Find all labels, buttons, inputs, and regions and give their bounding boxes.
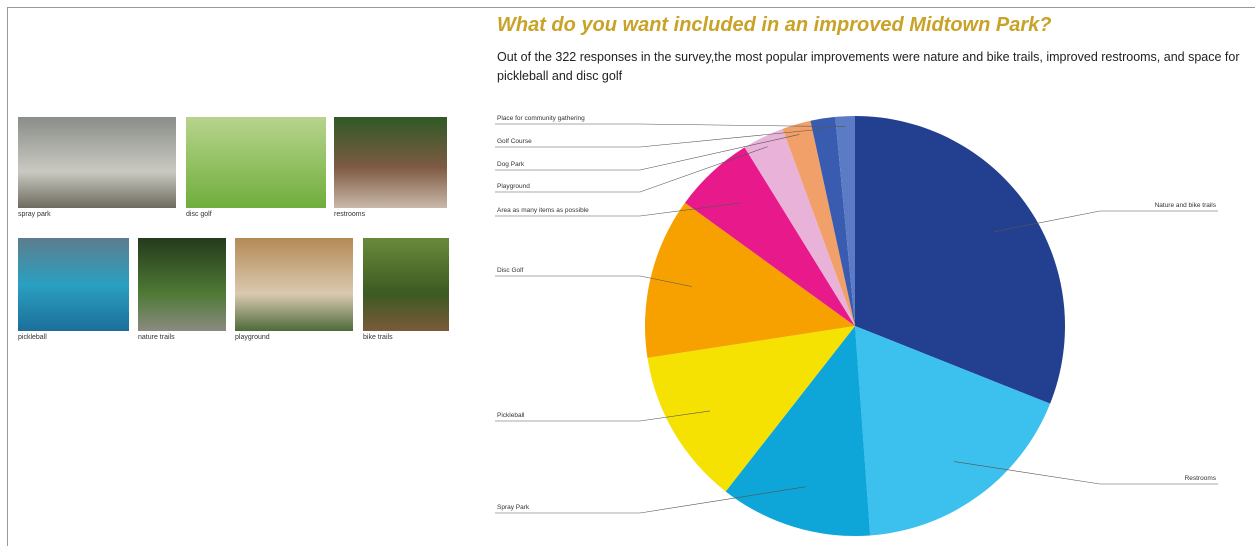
slice-label: Nature and bike trails [1155,202,1217,209]
pie-slice [645,202,855,358]
leader-line [495,410,711,422]
frame [7,7,1255,546]
photo-caption: disc golf [186,211,212,218]
pie-slice [835,116,855,326]
leader-line [495,486,807,514]
slice-label: Area as many items as possible [497,207,589,214]
photo: disc golf [186,117,326,218]
photo: bike trails [363,238,449,341]
leader-line [495,146,768,193]
pie-slice [647,326,855,492]
pie-slice [725,326,871,536]
photo-caption: bike trails [363,334,393,341]
photo-caption: restrooms [334,211,366,218]
chart-subtitle: Out of the 322 responses in the survey,t… [497,50,1240,83]
photo-caption: playground [235,334,270,341]
leader-line [954,461,1218,485]
leader-line [993,210,1218,232]
slice-label: Playground [497,183,530,190]
pie-slice [855,326,1051,536]
pie-slice [855,116,1065,404]
slice-label: Dog Park [497,161,525,168]
photo-caption: pickleball [18,334,47,341]
photo-caption: nature trails [138,334,175,341]
slice-label: Spray Park [497,504,530,511]
leader-line [495,275,692,287]
slice-label: Pickleball [497,412,525,419]
leader-line [495,134,800,171]
slice-label: Disc Golf [497,267,524,274]
slice-label: Golf Course [497,138,532,145]
pie-slice [782,120,855,326]
leader-line [495,123,846,128]
chart-title: What do you want included in an improved… [497,14,1052,36]
pie-slice [810,116,855,326]
leader-line [495,128,825,148]
photo: playground [235,238,353,341]
pie-slice [684,147,855,326]
pie-slice [744,128,855,326]
photo: restrooms [334,117,447,218]
slice-label: Restrooms [1185,475,1217,482]
slice-label: Place for community gathering [497,115,585,122]
photo-caption: spray park [18,211,51,218]
photo: nature trails [138,238,226,341]
photo: spray park [18,117,176,218]
photo: pickleball [18,238,129,341]
leader-line [495,202,741,217]
